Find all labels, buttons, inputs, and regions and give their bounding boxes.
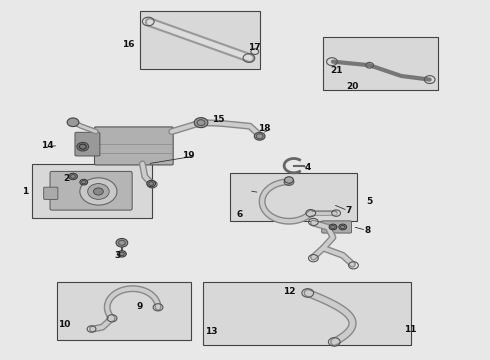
Text: 1: 1: [22, 187, 28, 196]
Circle shape: [116, 238, 128, 247]
Bar: [140, 12, 260, 69]
Circle shape: [67, 118, 79, 127]
Bar: [323, 37, 438, 90]
FancyBboxPatch shape: [50, 171, 132, 210]
Circle shape: [339, 224, 346, 230]
FancyBboxPatch shape: [44, 187, 58, 199]
Text: 8: 8: [364, 226, 370, 235]
FancyBboxPatch shape: [322, 221, 351, 233]
Text: 10: 10: [58, 320, 71, 329]
Circle shape: [147, 180, 156, 187]
Text: 17: 17: [248, 43, 261, 52]
Text: 2: 2: [64, 174, 70, 183]
Text: 9: 9: [137, 302, 143, 311]
Bar: [57, 282, 191, 339]
FancyBboxPatch shape: [75, 132, 100, 156]
Text: 13: 13: [205, 327, 218, 336]
Circle shape: [194, 118, 208, 128]
Circle shape: [254, 132, 265, 140]
Bar: [203, 282, 411, 345]
Circle shape: [88, 184, 109, 199]
Text: 7: 7: [345, 206, 352, 215]
Text: 16: 16: [122, 40, 135, 49]
Text: 4: 4: [304, 163, 311, 172]
Text: 6: 6: [237, 210, 243, 219]
Text: 14: 14: [41, 141, 53, 150]
Text: 5: 5: [367, 197, 373, 206]
Circle shape: [69, 173, 77, 180]
FancyBboxPatch shape: [95, 127, 173, 165]
Circle shape: [94, 188, 103, 195]
Text: 3: 3: [115, 251, 121, 260]
Bar: [32, 164, 152, 218]
Circle shape: [285, 177, 294, 183]
Circle shape: [77, 142, 89, 151]
Text: 12: 12: [283, 287, 295, 296]
Circle shape: [80, 178, 117, 205]
Circle shape: [329, 224, 337, 230]
Text: 15: 15: [212, 114, 224, 123]
Text: 18: 18: [258, 123, 271, 132]
Text: 19: 19: [182, 151, 195, 160]
Bar: [230, 173, 357, 221]
Text: 20: 20: [346, 82, 359, 91]
Circle shape: [80, 179, 88, 185]
Circle shape: [118, 251, 126, 257]
Text: 11: 11: [404, 325, 416, 334]
Text: 21: 21: [331, 66, 343, 75]
